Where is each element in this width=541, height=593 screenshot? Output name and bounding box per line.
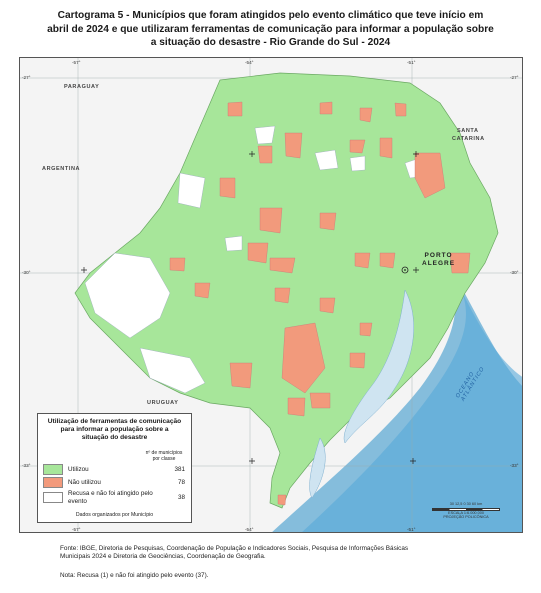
lon-bottom-3: -51° — [407, 527, 416, 532]
scale-ticks: 30 12,5 0 30 60 km — [449, 502, 483, 506]
lat-left-3: -33° — [22, 463, 31, 468]
lagoa-mirim — [309, 437, 326, 499]
map-legend: Utilização de ferramentas de comunicação… — [37, 413, 192, 523]
lat-left-1: -27° — [22, 75, 31, 80]
lon-bottom-2: -54° — [245, 527, 254, 532]
lon-top-2: -54° — [245, 60, 254, 65]
legend-title-line-3: situação do desastre — [81, 434, 148, 441]
ocean-gradient — [302, 288, 522, 532]
source-line-1: Fonte: IBGE, Diretoria de Pesquisas, Coo… — [60, 545, 409, 552]
lon-top-1: -57° — [72, 60, 81, 65]
lon-bottom-1: -57° — [72, 527, 81, 532]
porto-alegre-line-2: ALEGRE — [422, 260, 456, 267]
lat-right-3: -33° — [510, 463, 519, 468]
lagoa-dos-patos — [343, 289, 414, 444]
lon-top-3: -51° — [407, 60, 416, 65]
legend-title-line-2: para informar a população sobre a — [60, 426, 169, 433]
scale-graphic — [432, 507, 500, 511]
legend-count-header-line-1: nº de municípios — [145, 450, 183, 456]
porto-alegre-label: PORTO ALEGRE — [422, 252, 455, 268]
recusa-label: Recusa e não foi atingido pelo evento — [68, 490, 153, 505]
map-frame: PARAGUAY ARGENTINA URUGUAY SANTA CATARIN… — [19, 57, 523, 533]
choropleth-map — [20, 58, 522, 532]
lat-right-1: -27° — [510, 75, 519, 80]
graticule-crosses — [81, 151, 419, 464]
legend-count-header-line-2: por classe — [152, 456, 176, 462]
recusa-count: 38 — [177, 494, 185, 501]
lat-left-2: -30° — [22, 270, 31, 275]
uruguay-label: URUGUAY — [147, 400, 179, 406]
legend-count-header: nº de municípios por classe — [145, 450, 183, 462]
nao-utilizou-municipios — [169, 101, 471, 506]
argentina-label: ARGENTINA — [42, 166, 81, 172]
lat-right-2: -30° — [510, 270, 519, 275]
recusa-swatch — [43, 492, 63, 503]
title-line-1: Cartograma 5 - Municípios que foram atin… — [57, 10, 484, 21]
scale-ratio: ESCALA 1:6.000.000 — [448, 510, 484, 515]
nao-utilizou-count: 78 — [177, 479, 185, 486]
nao-utilizou-label: Não utilizou — [68, 478, 101, 486]
map-title: Cartograma 5 - Municípios que foram atin… — [40, 9, 501, 50]
utilizou-count: 381 — [174, 466, 185, 473]
source-line-2: Municipais 2024 e Diretoria de Geociênci… — [60, 553, 266, 561]
porto-alegre-marker — [401, 266, 409, 274]
nao-utilizou-swatch — [43, 477, 63, 488]
legend-footer: Dados organizados por Município — [75, 512, 154, 518]
legend-title: Utilização de ferramentas de comunicação… — [43, 418, 186, 442]
footnote: Nota: Recusa (1) e não foi atingido pelo… — [60, 572, 209, 579]
utilizou-swatch — [43, 464, 63, 475]
santa-catarina-label-1: SANTA — [457, 128, 479, 134]
porto-alegre-dot — [404, 269, 406, 271]
scale-bar: 30 12,5 0 30 60 km ESCALA 1:6.000.000 PR… — [432, 502, 500, 520]
title-line-2: abril de 2024 e que utilizaram ferrament… — [47, 23, 494, 35]
source-note: Fonte: IBGE, Diretoria de Pesquisas, Coo… — [60, 545, 515, 562]
legend-item-nao-utilizou: Não utilizou 78 — [43, 477, 185, 488]
title-line-3: a situação do desastre - Rio Grande do S… — [150, 37, 391, 48]
scale-projection: PROJEÇÃO POLICÔNICA — [443, 515, 489, 519]
legend-item-recusa: Recusa e não foi atingido pelo evento 38 — [43, 490, 185, 505]
recusa-municipios — [84, 125, 426, 394]
legend-title-line-1: Utilização de ferramentas de comunicação — [47, 418, 182, 425]
legend-item-utilizou: Utilizou 381 — [43, 464, 185, 475]
paraguay-label: PARAGUAY — [64, 84, 100, 90]
santa-catarina-label-2: CATARINA — [452, 136, 485, 142]
porto-alegre-line-1: PORTO — [424, 252, 453, 259]
utilizou-label: Utilizou — [68, 465, 89, 473]
